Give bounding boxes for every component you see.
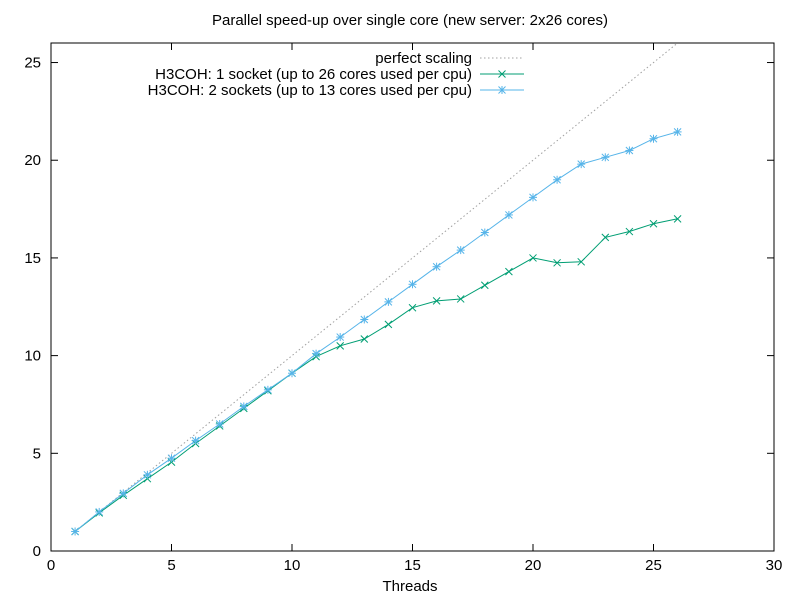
- legend-label: perfect scaling: [375, 50, 472, 67]
- y-tick-label: 10: [24, 348, 41, 365]
- marker-stroke: [577, 257, 586, 266]
- data-point: [577, 257, 586, 266]
- x-tick-label: 20: [525, 557, 542, 574]
- data-point: [625, 146, 634, 155]
- data-point: [432, 297, 441, 305]
- data-point: [95, 507, 104, 516]
- y-tick-label: 25: [24, 55, 41, 72]
- marker-stroke: [384, 320, 393, 329]
- data-point: [673, 214, 682, 223]
- data-point: [215, 420, 224, 428]
- x-tick-label: 15: [404, 557, 421, 574]
- data-point: [119, 489, 128, 498]
- data-point: [649, 219, 658, 228]
- marker-stroke: [649, 219, 658, 228]
- data-point: [498, 86, 506, 94]
- x-tick-label: 0: [47, 557, 55, 574]
- marker-stroke: [498, 70, 506, 78]
- chart-title: Parallel speed-up over single core (new …: [212, 12, 608, 29]
- marker-stroke: [673, 214, 682, 223]
- data-point: [498, 70, 506, 78]
- marker-stroke: [336, 341, 345, 350]
- data-point: [673, 127, 682, 136]
- marker-stroke: [625, 227, 634, 236]
- series-3: [71, 127, 682, 536]
- data-point: [432, 262, 441, 271]
- data-point: [263, 385, 272, 394]
- data-point: [577, 160, 586, 169]
- marker-stroke: [360, 335, 369, 343]
- legend-label: H3COH: 1 socket (up to 26 cores used per…: [155, 66, 472, 83]
- marker-stroke: [505, 267, 513, 276]
- marker-stroke: [553, 258, 561, 267]
- data-point: [71, 527, 80, 536]
- plot-frame: [50, 42, 775, 552]
- marker-stroke: [408, 303, 417, 312]
- data-point: [601, 153, 610, 162]
- marker-stroke: [601, 233, 610, 242]
- marker-stroke: [432, 297, 441, 305]
- marker-stroke: [529, 254, 537, 262]
- data-point: [480, 281, 489, 290]
- x-tick-label: 5: [167, 557, 175, 574]
- data-point: [167, 454, 176, 463]
- data-point: [312, 349, 321, 358]
- axis-ticks: 0 5 10 15 20 25 30 0 5 10 15 20 25: [24, 43, 782, 574]
- data-point: [480, 228, 489, 237]
- data-point: [553, 175, 562, 184]
- data-point: [553, 258, 561, 267]
- y-tick-label: 0: [33, 543, 41, 560]
- data-point: [384, 297, 393, 306]
- data-point: [360, 315, 369, 324]
- data-point: [384, 320, 393, 329]
- plot-area: [71, 42, 682, 536]
- series-1: [74, 42, 678, 532]
- data-point: [504, 210, 513, 219]
- data-point: [408, 303, 417, 312]
- x-axis-label: Threads: [382, 578, 437, 595]
- x-tick-label: 10: [284, 557, 301, 574]
- series-line: [74, 218, 678, 532]
- y-tick-label: 15: [24, 250, 41, 267]
- legend-label: H3COH: 2 sockets (up to 13 cores used pe…: [148, 82, 472, 99]
- data-point: [456, 295, 465, 303]
- y-tick-label: 5: [33, 445, 41, 462]
- data-point: [336, 333, 345, 342]
- x-tick-label: 25: [645, 557, 662, 574]
- data-point: [529, 193, 537, 202]
- marker-stroke: [456, 295, 465, 303]
- data-point: [649, 134, 658, 143]
- data-point: [360, 335, 369, 343]
- data-point: [625, 227, 634, 236]
- data-point: [143, 470, 152, 479]
- marker-stroke: [480, 281, 489, 290]
- data-point: [505, 267, 513, 276]
- data-point: [408, 280, 417, 289]
- data-point: [336, 341, 345, 350]
- data-point: [601, 233, 610, 242]
- series-2: [71, 214, 682, 536]
- x-tick-label: 30: [766, 557, 783, 574]
- data-point: [456, 246, 465, 255]
- y-tick-label: 20: [24, 152, 41, 169]
- series-line: [74, 131, 678, 532]
- data-point: [191, 436, 200, 445]
- data-point: [239, 402, 248, 411]
- data-point: [288, 369, 296, 378]
- series-line: [74, 42, 678, 532]
- data-point: [529, 254, 537, 262]
